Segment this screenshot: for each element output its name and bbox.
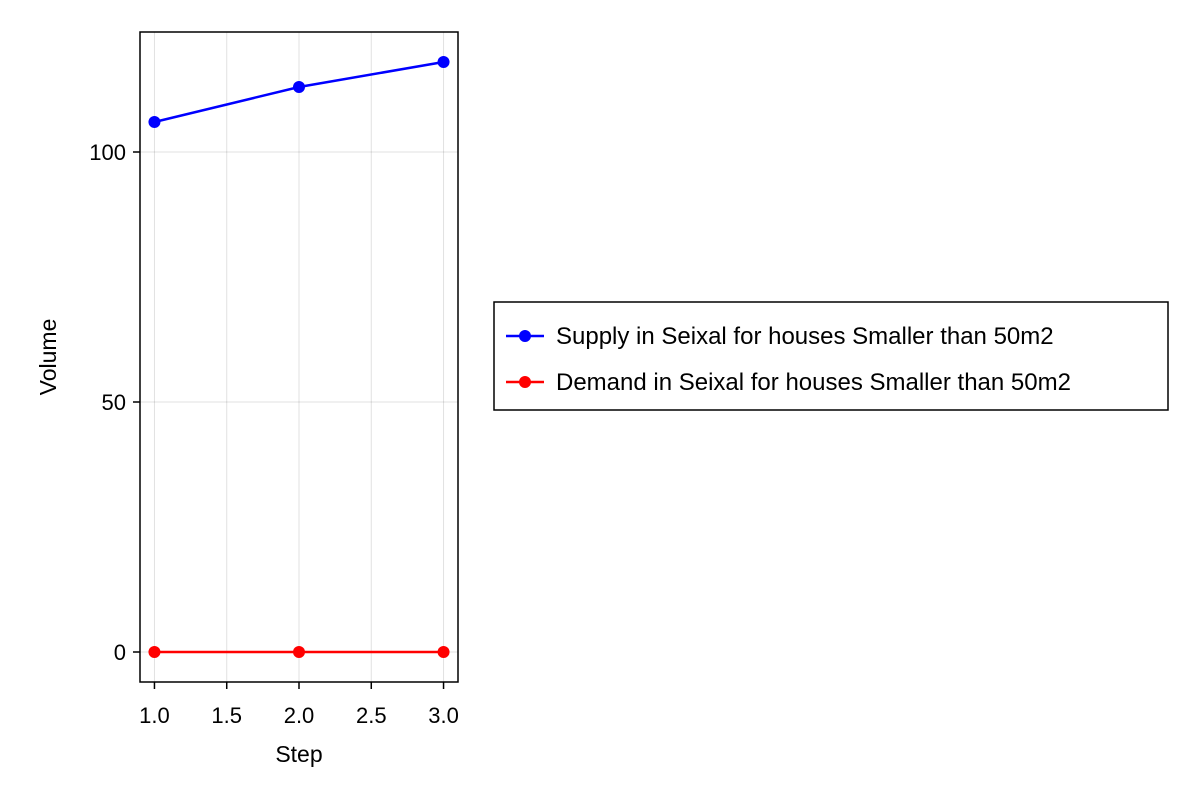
legend-entry: Demand in Seixal for houses Smaller than… xyxy=(506,369,1071,396)
x-tick-label: 2.0 xyxy=(284,703,315,728)
x-tick-label: 3.0 xyxy=(428,703,459,728)
y-tick-label: 0 xyxy=(114,640,126,665)
axis-ticks: 1.0 1.5 2.0 2.5 3.0 0 50 100 xyxy=(89,140,459,728)
series xyxy=(148,56,450,658)
x-tick-label: 1.5 xyxy=(211,703,242,728)
y-tick-label: 50 xyxy=(102,390,126,415)
x-axis-label: Step xyxy=(275,741,322,767)
data-point xyxy=(293,646,305,658)
x-tick-label: 1.0 xyxy=(139,703,170,728)
data-point xyxy=(148,646,161,658)
y-axis-label: Volume xyxy=(35,319,61,396)
legend-marker xyxy=(519,330,531,342)
legend: Supply in Seixal for houses Smaller than… xyxy=(493,301,1169,411)
legend-entry: Supply in Seixal for houses Smaller than… xyxy=(506,323,1054,350)
legend-marker xyxy=(519,376,531,388)
x-tick-label: 2.5 xyxy=(356,703,387,728)
series-2 xyxy=(148,646,450,658)
data-point xyxy=(437,646,450,658)
grid xyxy=(140,32,458,682)
series-1 xyxy=(148,56,450,128)
data-point xyxy=(437,56,450,68)
legend-box xyxy=(493,301,1169,411)
legend-label: Demand in Seixal for houses Smaller than… xyxy=(556,369,1071,396)
legend-label: Supply in Seixal for houses Smaller than… xyxy=(556,323,1054,350)
data-point xyxy=(293,81,305,93)
data-point xyxy=(148,116,161,128)
y-tick-label: 100 xyxy=(89,140,126,165)
